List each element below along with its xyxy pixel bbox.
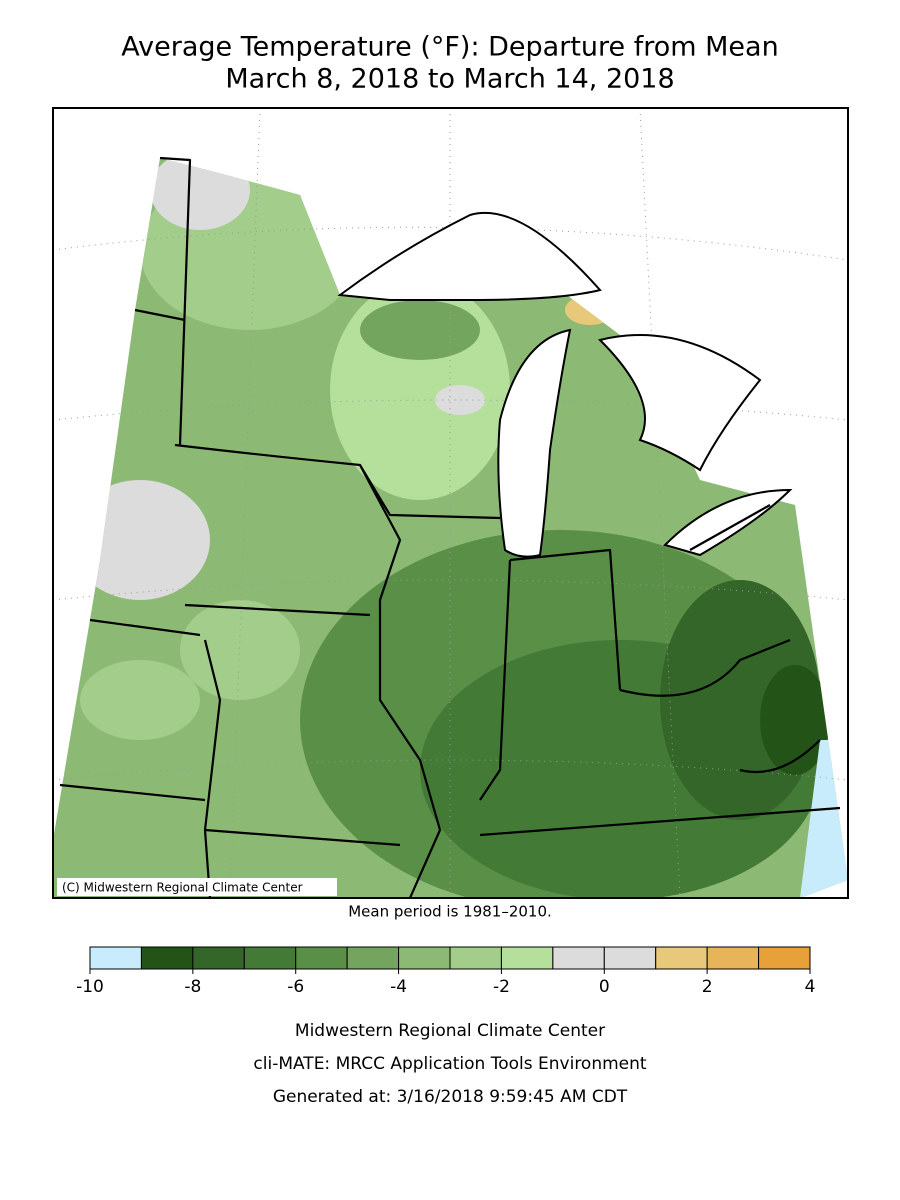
legend-tick-label: 2 <box>702 977 713 997</box>
legend-bin <box>500 946 554 970</box>
footer-generated: Generated at: 3/16/2018 9:59:45 AM CDT <box>273 1087 628 1107</box>
legend-bin <box>398 946 451 970</box>
legend-bin <box>295 946 348 970</box>
legend-bin <box>140 946 194 970</box>
title: Average Temperature (°F): Departure from… <box>121 32 778 63</box>
map: (C) Midwestern Regional Climate Center <box>53 108 848 898</box>
legend-bin <box>89 946 142 970</box>
credit-box <box>57 878 337 896</box>
mean-note: Mean period is 1981–2010. <box>348 903 552 921</box>
legend-bin <box>655 946 708 970</box>
legend-bin <box>192 946 245 970</box>
legend-bin <box>552 946 605 970</box>
legend-tick-label: 4 <box>805 977 816 997</box>
map-frame <box>52 107 849 899</box>
legend-bin <box>603 946 657 970</box>
legend-bin <box>346 946 400 970</box>
legend-bin <box>706 946 760 970</box>
legend-tick-label: 0 <box>599 977 610 997</box>
footer-org: Midwestern Regional Climate Center <box>295 1021 605 1041</box>
legend-tick-label: -2 <box>493 977 510 997</box>
legend-bin <box>758 946 811 970</box>
legend-bin <box>243 946 297 970</box>
legend-tick-label: -6 <box>287 977 304 997</box>
footer-tool: cli-MATE: MRCC Application Tools Environ… <box>253 1054 646 1074</box>
legend: -10 -8 -6 -4 -2 0 2 4 <box>76 946 816 997</box>
legend-tick-label: -10 <box>76 977 104 997</box>
legend-bin <box>449 946 502 970</box>
legend-tick-label: -4 <box>390 977 407 997</box>
subtitle: March 8, 2018 to March 14, 2018 <box>225 64 674 95</box>
legend-tick-label: -8 <box>184 977 201 997</box>
credit: (C) Midwestern Regional Climate Center <box>62 881 303 895</box>
